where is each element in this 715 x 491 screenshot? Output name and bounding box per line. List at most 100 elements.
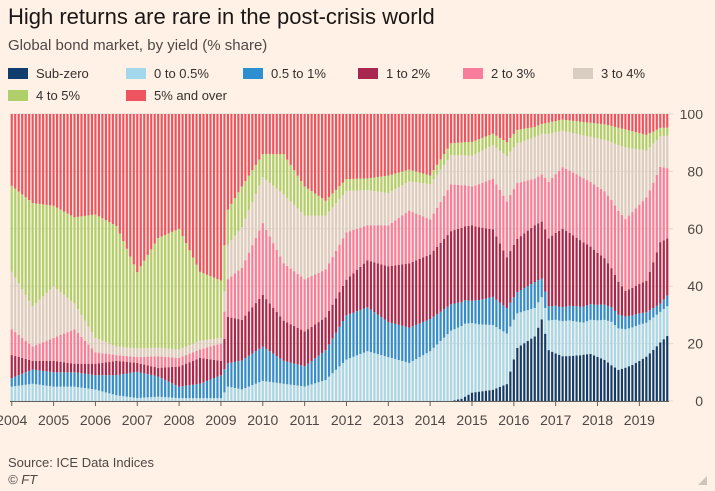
bar-segment [21,289,24,338]
bar-segment [233,318,236,362]
bar-segment [610,321,613,366]
bar-segment [279,316,282,359]
bar-segment [495,135,498,148]
bar-segment [150,249,153,348]
bar-segment [432,347,435,401]
bar-segment [80,387,83,401]
bar-segment [627,147,630,216]
bar-segment [551,132,554,179]
bar-segment [579,134,582,177]
bar-segment [355,270,359,312]
bar-segment [150,114,153,250]
bar-segment [418,357,421,401]
bar-segment [334,189,338,204]
bar-segment [122,355,125,362]
y-tick-label: 60 [687,221,703,237]
bar-segment [575,121,578,134]
bar-segment [572,133,575,173]
bar-segment [456,399,460,401]
bar-segment [202,382,205,399]
bar-segment [401,114,404,172]
bar-segment [279,191,282,257]
bar-segment [167,114,170,234]
bar-segment [666,127,669,136]
bar-segment [59,386,62,401]
bar-segment [49,386,52,401]
bar-segment [439,201,442,243]
legend-item: 4 to 5% [8,88,80,103]
bar-segment [331,257,334,305]
bar-segment [101,353,104,363]
bar-segment [502,140,505,154]
legend-label: 0.5 to 1% [271,66,326,81]
bar-segment [136,362,139,372]
bar-segment [359,190,362,228]
bar-segment [167,381,170,398]
bar-segment [73,114,76,218]
bar-segment [59,361,62,373]
bar-segment [446,190,449,236]
bar-segment [118,374,121,396]
chart-subtitle: Global bond market, by yield (% share) [8,37,268,54]
bar-segment [558,120,561,132]
bar-segment [42,342,45,361]
bar-segment [129,356,132,363]
bar-segment [17,356,20,376]
bar-segment [589,353,592,401]
bar-segment [613,274,617,311]
bar-segment [341,114,345,183]
bar-segment [561,228,564,308]
bar-segment [258,298,261,349]
bar-segment [443,114,446,155]
bar-segment [345,279,348,316]
bar-segment [648,147,651,191]
bar-segment [181,114,184,236]
bar-segment [484,298,488,325]
bar-segment [383,114,386,176]
bar-segment [282,194,285,264]
bar-segment [446,235,449,307]
bar-segment [530,338,533,401]
bar-segment [415,171,418,183]
bar-segment [216,344,219,361]
bar-segment [66,386,69,401]
bar-segment [415,114,418,172]
bar-segment [456,142,460,156]
bar-segment [83,320,87,341]
bar-segment [645,114,648,135]
bar-segment [334,332,338,370]
bar-segment [97,216,100,340]
bar-segment [80,216,83,315]
bar-segment [83,373,87,389]
bar-segment [418,172,421,183]
bar-segment [551,351,554,401]
bar-segment [362,226,365,264]
bar-segment [345,315,348,360]
bar-segment [401,215,404,265]
bar-segment [606,305,610,321]
bar-segment [383,175,386,193]
bar-segment [519,312,522,346]
bar-segment [422,183,425,217]
bar-segment [596,186,599,253]
bar-segment [286,159,289,198]
bar-segment [561,167,564,229]
bar-segment [268,182,271,237]
bar-segment [484,148,488,182]
bar-segment [219,280,223,338]
bar-segment [317,272,320,323]
bar-segment [404,213,407,264]
bar-segment [153,114,156,244]
bar-segment [362,352,365,401]
bar-segment [502,250,505,306]
bar-segment [247,175,250,211]
bar-segment [104,375,107,393]
bar-segment [470,322,474,393]
bar-segment [348,276,352,314]
bar-segment [502,114,505,141]
bar-segment [164,348,167,357]
bar-segment [223,311,226,339]
bar-segment [35,345,38,361]
bar-segment [436,344,439,401]
bar-segment [617,281,620,315]
